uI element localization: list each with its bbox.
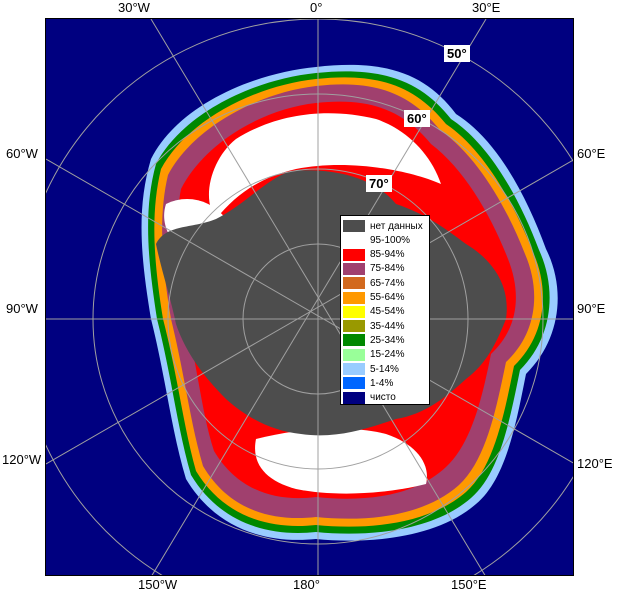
lon-label-150w: 150°W xyxy=(138,577,178,592)
legend-label: 75-84% xyxy=(370,263,405,275)
lat-label-50: 50° xyxy=(444,45,470,62)
legend-swatch xyxy=(343,305,365,318)
lon-label-60e: 60°E xyxy=(577,146,606,161)
lon-label-90e: 90°E xyxy=(577,301,606,316)
legend-label: 95-100% xyxy=(370,234,411,246)
legend: нет данных 95-100% 85-94% 75-84% 65-74% 55-64… xyxy=(340,215,430,405)
ice-zone-95-100-north xyxy=(208,113,441,219)
legend-swatch xyxy=(343,377,365,390)
legend-item: 55-64% xyxy=(343,291,404,305)
legend-label: 55-64% xyxy=(370,292,405,303)
legend-label: чисто xyxy=(370,392,396,404)
legend-swatch xyxy=(343,348,365,361)
legend-swatch xyxy=(343,391,365,404)
legend-swatch xyxy=(343,248,365,261)
legend-item: 65-74% xyxy=(343,276,404,290)
legend-item: 35-44% xyxy=(343,319,404,333)
legend-item: 75-84% xyxy=(343,262,404,276)
map-frame xyxy=(45,18,574,576)
legend-label: 5-14% xyxy=(370,363,399,375)
legend-item: 85-94% xyxy=(343,248,404,262)
legend-swatch xyxy=(343,334,365,347)
legend-item: 45-54% xyxy=(343,305,404,319)
lon-label-0: 0° xyxy=(310,0,323,15)
lon-label-150e: 150°E xyxy=(451,577,487,592)
legend-item: 5-14% xyxy=(343,362,399,376)
legend-swatch xyxy=(343,291,365,304)
lon-label-30w: 30°W xyxy=(118,0,150,15)
legend-item: 95-100% xyxy=(343,233,410,247)
legend-label: 25-34% xyxy=(370,334,405,346)
lon-label-120w: 120°W xyxy=(2,452,42,467)
legend-swatch xyxy=(343,320,365,333)
legend-item: 15-24% xyxy=(343,348,404,362)
legend-label: 1-4% xyxy=(370,377,394,389)
sea-ice-map xyxy=(46,19,573,575)
lon-label-180: 180° xyxy=(293,577,320,592)
legend-swatch xyxy=(343,262,365,275)
legend-swatch xyxy=(343,234,365,247)
legend-swatch xyxy=(343,220,365,232)
meridian-60e-120w xyxy=(46,159,573,465)
lon-label-120e: 120°E xyxy=(577,456,613,471)
legend-swatch xyxy=(343,363,365,375)
legend-label: 85-94% xyxy=(370,249,405,261)
lat-label-70: 70° xyxy=(366,175,392,192)
legend-item: 25-34% xyxy=(343,333,404,347)
graticule xyxy=(46,19,573,575)
legend-label: нет данных xyxy=(370,220,423,232)
legend-label: 65-74% xyxy=(370,277,405,289)
lon-label-60w: 60°W xyxy=(6,146,38,161)
legend-item: 1-4% xyxy=(343,376,393,390)
legend-label: 35-44% xyxy=(370,320,405,332)
legend-label: 45-54% xyxy=(370,306,405,318)
lon-label-90w: 90°W xyxy=(6,301,38,316)
meridian-30e-150w xyxy=(151,19,487,575)
lon-label-30e: 30°E xyxy=(472,0,501,15)
legend-swatch xyxy=(343,277,365,290)
ice-zone-95-100-south xyxy=(255,428,427,494)
legend-item: нет данных xyxy=(343,219,423,233)
legend-label: 15-24% xyxy=(370,349,405,361)
lat-label-60: 60° xyxy=(404,110,430,127)
legend-item: чисто xyxy=(343,391,396,405)
